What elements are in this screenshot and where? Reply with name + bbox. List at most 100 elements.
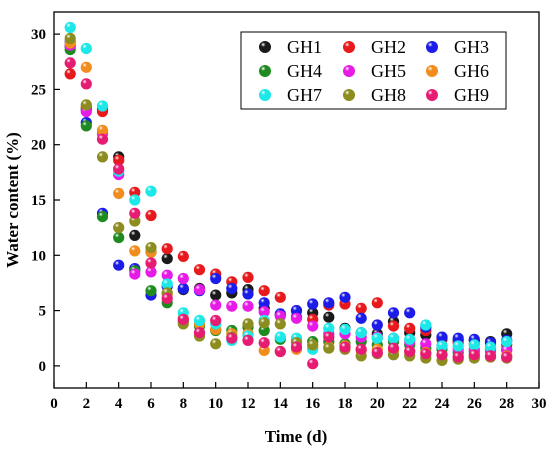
x-tick-label: 24 — [435, 396, 451, 412]
legend-marker-gh4 — [259, 65, 271, 77]
point-gh3 — [436, 331, 448, 343]
y-tick-label: 0 — [39, 359, 47, 375]
point-gh8 — [307, 339, 319, 351]
point-gh8 — [64, 32, 76, 45]
x-axis-title: Time (d) — [265, 427, 328, 446]
point-gh2 — [145, 209, 157, 222]
point-gh9 — [323, 331, 335, 343]
point-gh3 — [371, 319, 383, 331]
point-gh9 — [177, 313, 189, 325]
point-gh3 — [387, 307, 400, 319]
x-tick-label: 14 — [273, 396, 289, 412]
x-tick-label: 0 — [50, 396, 58, 412]
point-gh8 — [274, 318, 286, 330]
point-gh7 — [323, 322, 335, 334]
point-gh9 — [129, 207, 141, 219]
point-gh1 — [161, 253, 173, 265]
point-gh7 — [484, 341, 497, 353]
point-gh2 — [193, 264, 206, 276]
point-gh7 — [501, 336, 513, 348]
point-gh9 — [274, 345, 286, 358]
x-tick-label: 20 — [370, 396, 385, 412]
point-gh8 — [323, 342, 335, 354]
point-gh5 — [242, 300, 254, 312]
legend-label-gh9: GH9 — [454, 85, 489, 105]
point-gh9 — [193, 327, 206, 339]
legend-label-gh2: GH2 — [371, 37, 406, 57]
legend-marker-gh6 — [426, 65, 438, 77]
point-gh9 — [452, 351, 464, 363]
point-gh5 — [258, 306, 270, 318]
point-gh3 — [210, 272, 222, 285]
x-tick-label: 22 — [402, 396, 417, 412]
data-points — [64, 21, 513, 370]
legend-marker-gh1 — [259, 41, 271, 53]
point-gh9 — [404, 345, 416, 358]
point-gh9 — [307, 358, 319, 370]
x-tick-label: 16 — [305, 396, 321, 412]
point-gh9 — [501, 351, 513, 363]
point-gh7 — [339, 323, 351, 335]
point-gh9 — [484, 350, 497, 362]
point-gh7 — [355, 327, 367, 339]
point-gh7 — [468, 339, 480, 351]
point-gh9 — [436, 349, 448, 361]
point-gh2 — [64, 68, 76, 80]
point-gh5 — [226, 300, 238, 312]
point-gh9 — [387, 342, 400, 354]
point-gh7 — [193, 314, 206, 327]
y-tick-label: 5 — [39, 304, 47, 320]
x-tick-label: 28 — [499, 396, 514, 412]
legend-label-gh8: GH8 — [371, 85, 406, 105]
point-gh3 — [355, 312, 367, 324]
point-gh2 — [274, 291, 286, 303]
point-gh3 — [290, 305, 303, 317]
point-gh7 — [161, 278, 173, 290]
point-gh3 — [226, 282, 238, 295]
point-gh4 — [80, 120, 92, 132]
point-gh4 — [113, 232, 125, 244]
point-gh8 — [145, 242, 157, 254]
point-gh5 — [129, 268, 141, 280]
point-gh3 — [258, 297, 270, 309]
legend-label-gh4: GH4 — [287, 61, 322, 81]
point-gh6 — [96, 124, 109, 136]
legend-box — [240, 31, 507, 110]
point-gh3 — [307, 298, 319, 310]
point-gh5 — [145, 266, 157, 278]
point-gh5 — [193, 284, 206, 296]
point-gh7 — [145, 185, 157, 197]
point-gh9 — [468, 349, 480, 361]
point-gh2 — [129, 186, 141, 198]
y-axis-title: Water content (%) — [3, 132, 22, 268]
point-gh9 — [420, 348, 432, 360]
point-gh9 — [339, 341, 351, 353]
point-gh7 — [404, 333, 416, 345]
x-tick-label: 10 — [208, 396, 223, 412]
point-gh7 — [436, 340, 448, 352]
point-gh1 — [210, 289, 222, 301]
y-tick-label: 15 — [31, 193, 46, 209]
point-gh9 — [290, 341, 303, 353]
y-tick-label: 30 — [31, 27, 46, 43]
y-tick-label: 20 — [31, 138, 46, 154]
point-gh3 — [323, 297, 335, 309]
point-gh7 — [420, 319, 432, 331]
legend-label-gh5: GH5 — [371, 61, 406, 81]
x-tick-label: 18 — [338, 396, 353, 412]
point-gh8 — [96, 151, 109, 163]
point-gh7 — [64, 21, 76, 34]
point-gh8 — [258, 317, 270, 329]
point-gh3 — [113, 259, 125, 271]
point-gh9 — [226, 332, 238, 344]
point-gh9 — [242, 334, 254, 346]
point-gh4 — [96, 211, 109, 223]
x-tick-label: 26 — [467, 396, 483, 412]
point-gh8 — [129, 215, 141, 227]
x-tick-label: 4 — [115, 396, 123, 412]
point-gh8 — [210, 338, 222, 350]
point-gh7 — [80, 42, 92, 55]
point-gh3 — [404, 307, 416, 319]
point-gh5 — [210, 299, 222, 311]
